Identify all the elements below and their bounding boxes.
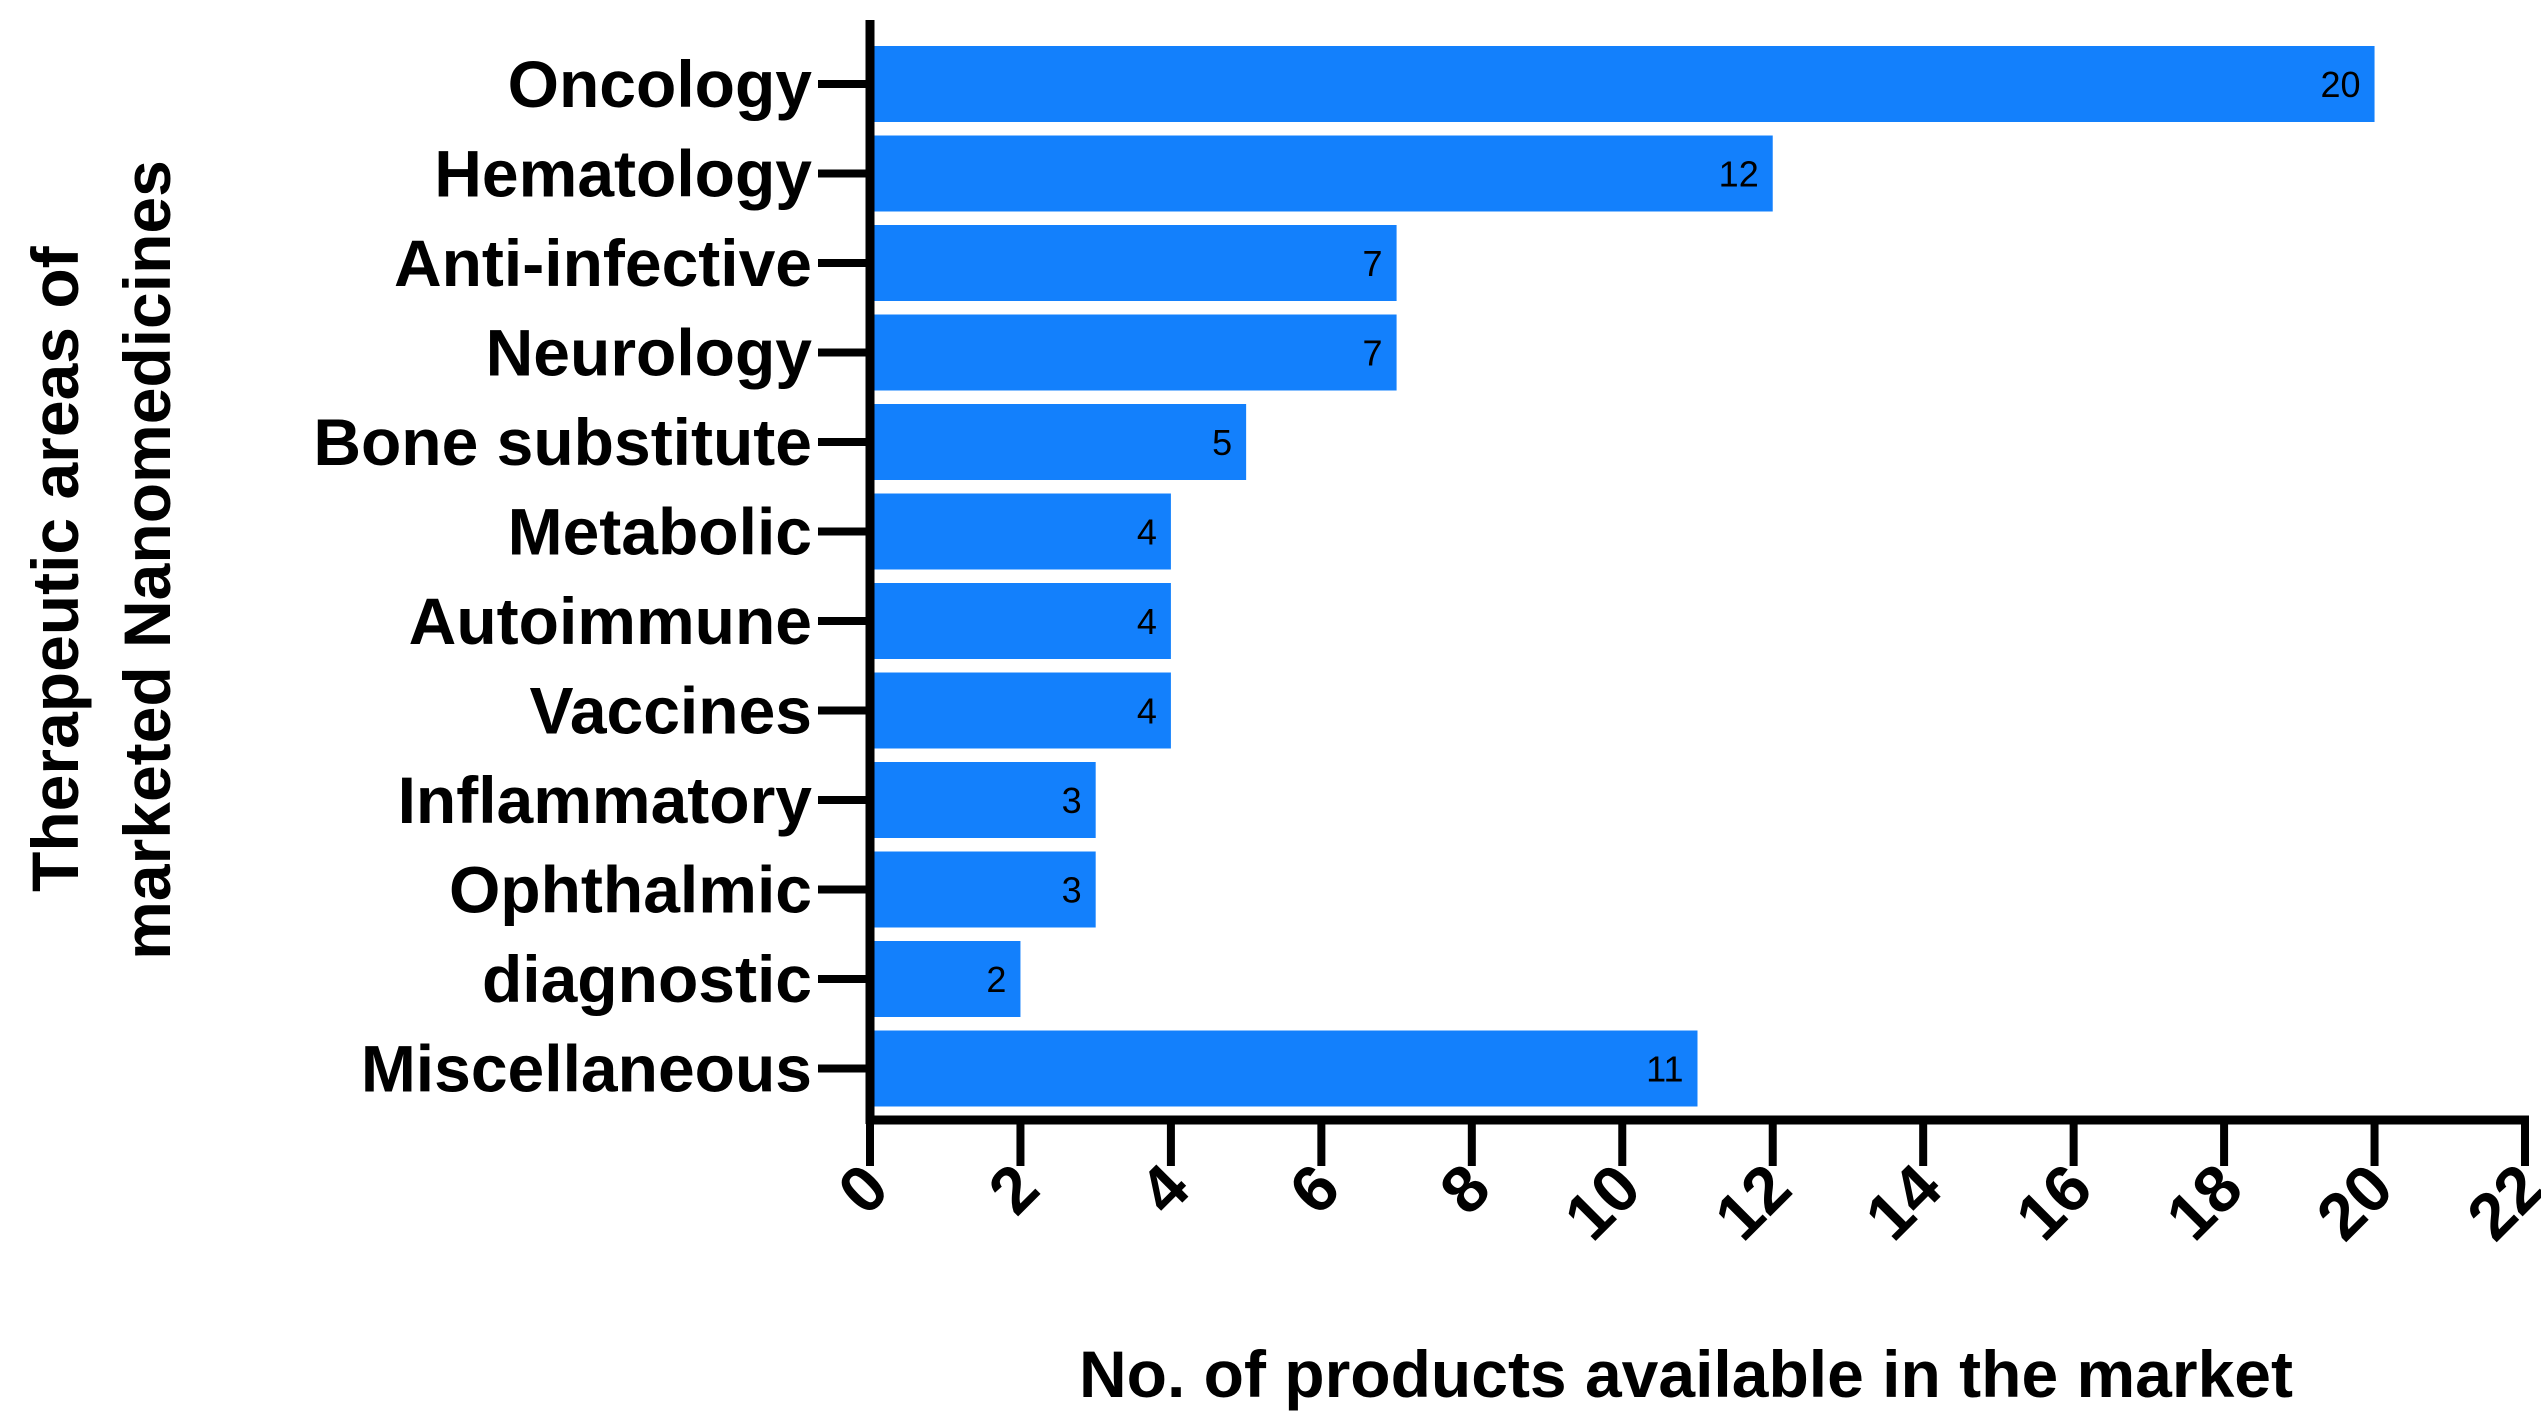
y-axis-title: Therapeutic areas of marketed Nanomedici… [18, 160, 184, 960]
data-label: 7 [1363, 243, 1383, 284]
bar-autoimmune [870, 583, 1171, 659]
data-label: 3 [1062, 870, 1082, 911]
x-tick-label: 2 [974, 1150, 1052, 1228]
category-label: diagnostic [482, 942, 812, 1016]
data-label: 4 [1137, 601, 1157, 642]
x-tick-label: 18 [2152, 1150, 2256, 1254]
x-tick-label: 12 [1700, 1150, 1804, 1254]
bar-metabolic [870, 493, 1171, 570]
bar-anti-infective [870, 225, 1397, 301]
category-label: Bone substitute [313, 405, 812, 479]
bar-ophthalmic [870, 851, 1096, 928]
bar-miscellaneous [870, 1030, 1698, 1107]
bar-oncology [870, 46, 2375, 122]
y-axis-title-line-2: marketed Nanomedicines [110, 160, 184, 960]
x-tick-label: 0 [824, 1150, 902, 1228]
x-tick-label: 10 [1550, 1150, 1654, 1254]
data-label: 7 [1363, 333, 1383, 374]
bar-neurology [870, 314, 1397, 391]
x-tick-label: 20 [2302, 1150, 2406, 1254]
x-tick-label: 14 [1851, 1149, 1955, 1253]
bars-layer [870, 46, 2375, 1107]
bar-hematology [870, 135, 1773, 212]
y-axis-title-line-1: Therapeutic areas of [18, 245, 92, 892]
data-label: 4 [1137, 691, 1157, 732]
bar-inflammatory [870, 762, 1096, 838]
data-label: 4 [1137, 512, 1157, 553]
x-tick-label: 4 [1125, 1149, 1203, 1227]
data-label: 12 [1719, 154, 1759, 195]
category-label: Vaccines [529, 674, 812, 748]
category-label: Miscellaneous [361, 1032, 812, 1106]
category-label: Oncology [508, 47, 813, 121]
category-label: Hematology [434, 137, 812, 211]
data-label: 2 [986, 959, 1006, 1000]
bar-diagnostic [870, 941, 1021, 1017]
bar-vaccines [870, 672, 1171, 749]
x-tick-label: 6 [1275, 1150, 1353, 1228]
data-label: 5 [1212, 422, 1232, 463]
x-axis-title: No. of products available in the market [1079, 1337, 2293, 1411]
bar-bone-substitute [870, 404, 1247, 480]
category-label: Inflammatory [398, 763, 813, 837]
category-label: Neurology [486, 316, 813, 390]
data-label: 11 [1646, 1049, 1683, 1090]
category-label: Ophthalmic [449, 853, 812, 927]
axes [818, 20, 2529, 1166]
x-tick-label: 8 [1425, 1150, 1503, 1228]
category-label: Anti-infective [394, 226, 812, 300]
x-tick-label: 16 [2001, 1150, 2105, 1254]
category-label: Autoimmune [409, 584, 812, 658]
data-label: 20 [2320, 64, 2360, 105]
category-label: Metabolic [508, 495, 812, 569]
data-label: 3 [1062, 780, 1082, 821]
